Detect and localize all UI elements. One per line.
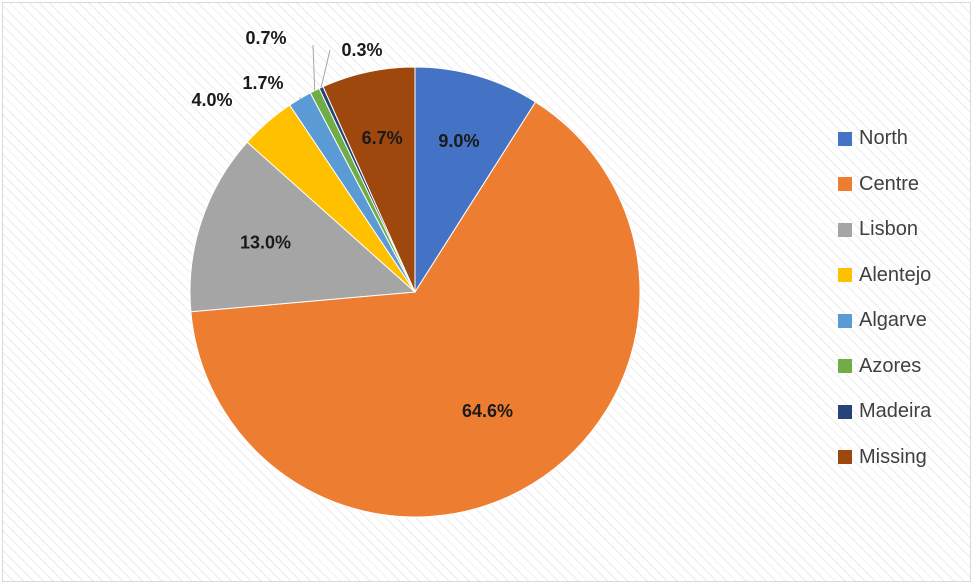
- pie-slice-missing: [322, 66, 416, 293]
- legend-swatch: [838, 404, 852, 419]
- legend-item-azores: Azores: [838, 344, 931, 390]
- data-labels: 9.0% 64.6% 13.0% 4.0% 1.7% 0.7% 0.3% 6.7%: [191, 28, 513, 421]
- pie-slice-lisbon: [189, 141, 417, 313]
- legend-item-centre: Centre: [838, 162, 931, 208]
- legend-swatch: [838, 359, 852, 374]
- data-label-lisbon: 13.0%: [240, 232, 291, 252]
- data-label-algarve: 1.7%: [242, 73, 283, 93]
- legend-item-north: North: [838, 116, 931, 162]
- data-label-missing: 6.7%: [362, 128, 403, 148]
- legend-item-alentejo: Alentejo: [838, 253, 931, 299]
- leader-lines: [299, 44, 331, 99]
- data-label-madeira: 0.3%: [341, 40, 382, 60]
- legend-swatch: [838, 177, 852, 192]
- legend-label: Missing: [859, 445, 927, 468]
- legend-swatch: [838, 222, 852, 237]
- legend-swatch: [838, 268, 852, 283]
- data-label-north: 9.0%: [438, 131, 479, 151]
- data-label-alentejo: 4.0%: [191, 90, 232, 110]
- legend-swatch: [838, 131, 852, 146]
- legend-item-madeira: Madeira: [838, 389, 931, 435]
- legend-swatch: [838, 450, 852, 465]
- data-label-centre: 64.6%: [462, 401, 513, 421]
- legend-label: Azores: [859, 354, 922, 377]
- legend-label: Centre: [859, 172, 920, 195]
- pie-slice-centre: [190, 101, 641, 518]
- leader-line-azores: [312, 44, 316, 91]
- pie-slices: [189, 66, 641, 518]
- data-label-azores: 0.7%: [245, 28, 286, 48]
- leader-line-madeira: [320, 49, 331, 88]
- legend-label: Algarve: [859, 309, 927, 332]
- legend-swatch: [838, 313, 852, 328]
- legend-label: Madeira: [859, 400, 932, 423]
- legend-label: North: [859, 127, 908, 150]
- legend-label: Alentejo: [859, 263, 932, 286]
- legend-label: Lisbon: [859, 218, 918, 241]
- legend-item-algarve: Algarve: [838, 298, 931, 344]
- pie-slice-north: [414, 66, 537, 294]
- legend: North Centre Lisbon Alentejo Algarve Azores Ma…: [838, 116, 931, 480]
- legend-item-lisbon: Lisbon: [838, 207, 931, 253]
- legend-item-missing: Missing: [838, 435, 931, 481]
